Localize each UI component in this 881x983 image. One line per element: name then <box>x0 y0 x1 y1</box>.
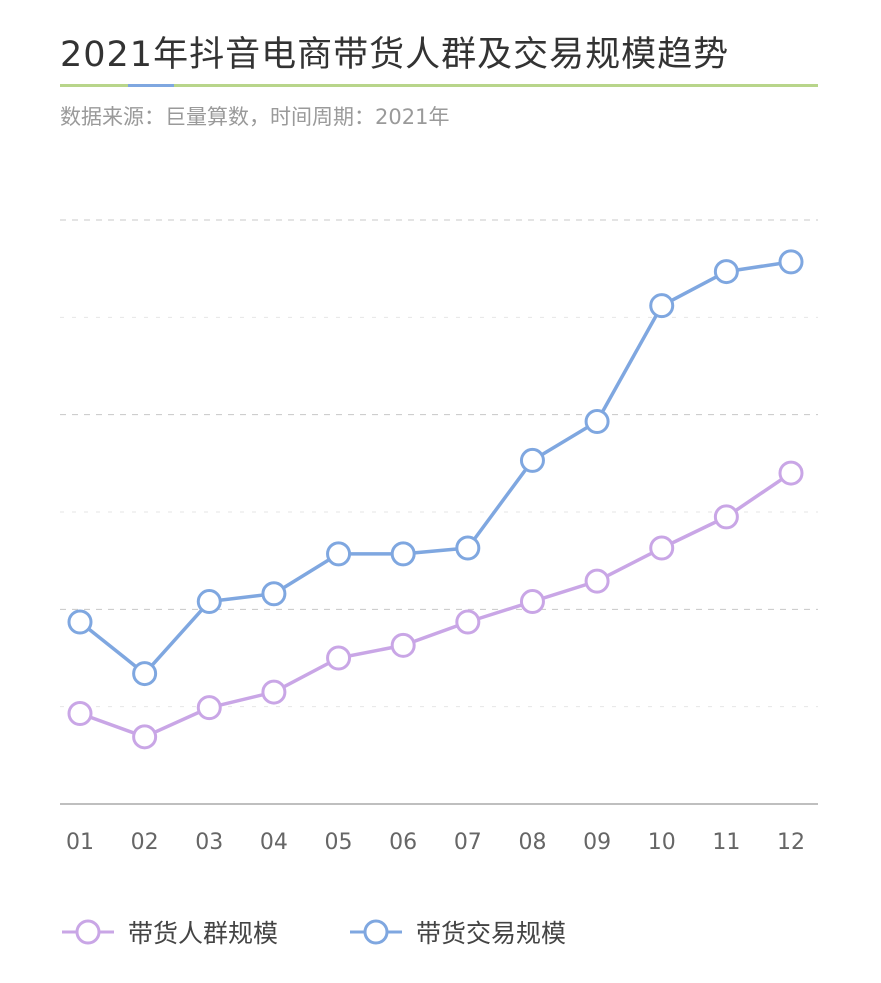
series-line-people <box>78 471 793 739</box>
data-point-trade[interactable] <box>778 249 804 275</box>
data-point-people[interactable] <box>196 695 222 721</box>
data-point-trade[interactable] <box>713 259 739 285</box>
series-lines <box>78 260 793 739</box>
chart-title: 2021年抖音电商带货人群及交易规模趋势 <box>60 35 730 75</box>
x-tick-label: 06 <box>389 830 417 855</box>
data-point-trade[interactable] <box>649 293 675 319</box>
x-tick-label: 07 <box>454 830 482 855</box>
data-point-trade[interactable] <box>519 447 545 473</box>
x-tick-label: 08 <box>518 830 546 855</box>
data-point-people[interactable] <box>390 632 416 658</box>
data-point-people[interactable] <box>584 568 610 594</box>
line-chart: 01 02 03 04 05 06 07 08 09 10 11 12 <box>60 219 818 855</box>
x-tick-label: 02 <box>131 830 159 855</box>
legend: 带货人群规模 带货交易规模 <box>60 910 636 954</box>
data-point-trade[interactable] <box>390 541 416 567</box>
x-tick-label: 03 <box>195 830 223 855</box>
x-tick-label: 10 <box>648 830 676 855</box>
x-tick-label: 11 <box>712 830 740 855</box>
data-point-people[interactable] <box>261 679 287 705</box>
data-point-trade[interactable] <box>261 581 287 607</box>
data-point-trade[interactable] <box>132 661 158 687</box>
legend-swatch-people <box>62 919 114 945</box>
x-tick-label: 05 <box>325 830 353 855</box>
legend-label-trade: 带货交易规模 <box>416 919 567 948</box>
series-line-trade <box>78 260 793 676</box>
legend-item-trade[interactable]: 带货交易规模 <box>348 914 566 950</box>
x-tick-label: 09 <box>583 830 611 855</box>
data-point-trade[interactable] <box>196 589 222 615</box>
x-tick-label: 04 <box>260 830 288 855</box>
legend-label-people: 带货人群规模 <box>128 919 279 948</box>
title-underline-accent <box>128 84 174 87</box>
data-point-trade[interactable] <box>67 609 93 635</box>
data-point-people[interactable] <box>778 460 804 486</box>
title-underline <box>60 84 818 87</box>
data-point-people[interactable] <box>326 645 352 671</box>
data-point-people[interactable] <box>67 700 93 726</box>
data-point-people[interactable] <box>519 589 545 615</box>
x-tick-labels: 01 02 03 04 05 06 07 08 09 10 11 12 <box>66 830 805 855</box>
series-points <box>67 249 804 750</box>
data-point-people[interactable] <box>649 535 675 561</box>
data-point-people[interactable] <box>713 504 739 530</box>
data-point-people[interactable] <box>455 609 481 635</box>
x-tick-label: 12 <box>777 830 805 855</box>
data-point-trade[interactable] <box>455 535 481 561</box>
legend-swatch-trade <box>350 919 403 945</box>
x-tick-label: 01 <box>66 830 94 855</box>
data-point-people[interactable] <box>132 724 158 750</box>
legend-item-people[interactable]: 带货人群规模 <box>60 914 278 950</box>
data-point-trade[interactable] <box>584 408 610 434</box>
chart-subtitle: 数据来源：巨量算数，时间周期：2021年 <box>60 105 450 129</box>
data-point-trade[interactable] <box>326 541 352 567</box>
